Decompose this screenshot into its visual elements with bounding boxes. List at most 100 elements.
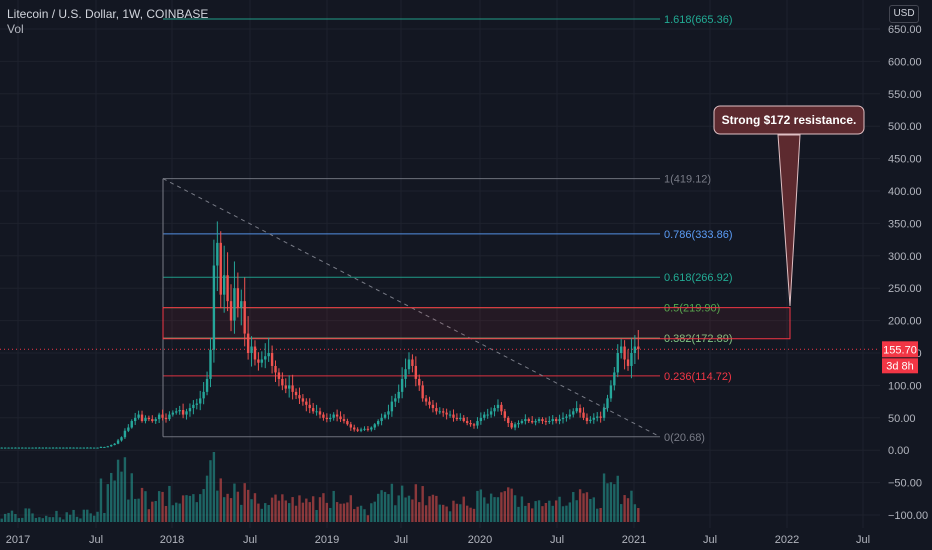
volume-bar (246, 489, 250, 522)
volume-bar (202, 489, 205, 522)
volume-bar (568, 502, 572, 522)
candle-body (616, 353, 619, 373)
candle-body (192, 404, 195, 409)
candle-body (500, 404, 503, 412)
volume-bar (380, 490, 383, 522)
candle-body (113, 443, 116, 446)
volume-bar (370, 503, 373, 522)
candle-body (209, 349, 212, 379)
volume-bar (438, 504, 441, 522)
candle-body (513, 424, 517, 428)
candle-body (455, 417, 459, 420)
volume-bar (62, 519, 65, 522)
volume-bar (616, 475, 619, 522)
candle-body (315, 411, 318, 413)
candle-body (472, 424, 476, 426)
candle-body (274, 365, 277, 373)
candle-body (127, 427, 130, 431)
volume-bar (397, 495, 400, 522)
candle-body (339, 416, 342, 420)
volume-bar (31, 513, 34, 522)
candle-body (346, 421, 349, 425)
volume-bar (0, 518, 3, 522)
volume-bar (387, 494, 390, 522)
volume-bar (630, 490, 633, 522)
candle-body (233, 288, 236, 321)
candle-body (534, 421, 537, 423)
candle-body (17, 447, 21, 449)
candle-body (151, 419, 154, 422)
annotation-text: Strong $172 resistance. (722, 113, 857, 127)
volume-bar (291, 497, 294, 522)
candle-body (144, 417, 147, 422)
volume-bar (27, 508, 31, 522)
candle-body (301, 398, 305, 402)
candle-body (86, 447, 89, 449)
candle-body (65, 447, 68, 449)
candle-body (308, 404, 311, 409)
volume-bar (51, 517, 55, 522)
volume-bar (281, 494, 284, 522)
candle-body (370, 427, 373, 430)
volume-bar (147, 509, 151, 522)
candle-body (99, 446, 103, 448)
candle-body (479, 417, 483, 422)
fib-level-label: 0.618(266.92) (664, 272, 733, 284)
volume-bar (133, 498, 137, 522)
volume-bar (24, 508, 27, 522)
candle-body (510, 422, 513, 428)
volume-bar (264, 503, 267, 522)
volume-bar (551, 505, 554, 522)
candle-body (157, 414, 161, 420)
fib-level-label: 1(419.12) (664, 174, 711, 186)
volume-bar (188, 495, 192, 522)
candle-body (575, 408, 578, 412)
volume-bar (288, 503, 291, 522)
volume-bar (517, 506, 520, 522)
volume-bar (445, 506, 448, 522)
volume-bar (168, 485, 171, 522)
candle-body (253, 346, 257, 360)
volume-bar (339, 503, 342, 522)
candle-body (537, 419, 541, 422)
volume-bar (209, 460, 212, 522)
volume-bar (623, 495, 626, 522)
volume-bar (175, 502, 178, 522)
volume-bar (68, 514, 72, 522)
volume-bar (96, 511, 99, 522)
candle-body (243, 301, 246, 334)
volume-bar (164, 505, 168, 522)
y-tick-label: 650.00 (888, 24, 922, 36)
volume-bar (609, 482, 613, 522)
volume-bar (376, 493, 380, 522)
candle-body (445, 412, 448, 415)
resistance-zone (162, 307, 791, 340)
volume-indicator-label[interactable]: Vol (7, 22, 24, 36)
candle-body (222, 275, 226, 295)
volume-bar (496, 497, 500, 522)
volume-bar (448, 511, 452, 522)
volume-bar (476, 490, 479, 522)
y-tick-label: 200.00 (888, 316, 922, 328)
volume-bar (548, 500, 551, 522)
candle-body (311, 408, 315, 412)
volume-bar (431, 494, 435, 522)
volume-bar (75, 516, 79, 522)
currency-button[interactable]: USD (889, 5, 919, 23)
volume-bar (613, 484, 616, 522)
volume-bar (599, 508, 602, 522)
fib-level-label: 0(20.68) (664, 432, 705, 444)
candle-body (120, 437, 123, 441)
candle-body (72, 447, 75, 449)
volume-bar (318, 497, 322, 522)
candle-body (329, 417, 332, 420)
volume-bar (602, 473, 606, 522)
candle-body (349, 424, 352, 428)
y-tick-label: 0.00 (888, 445, 909, 457)
volume-bar (424, 505, 428, 522)
volume-bar (469, 507, 472, 522)
volume-bar (103, 512, 106, 522)
volume-bar (298, 495, 301, 522)
